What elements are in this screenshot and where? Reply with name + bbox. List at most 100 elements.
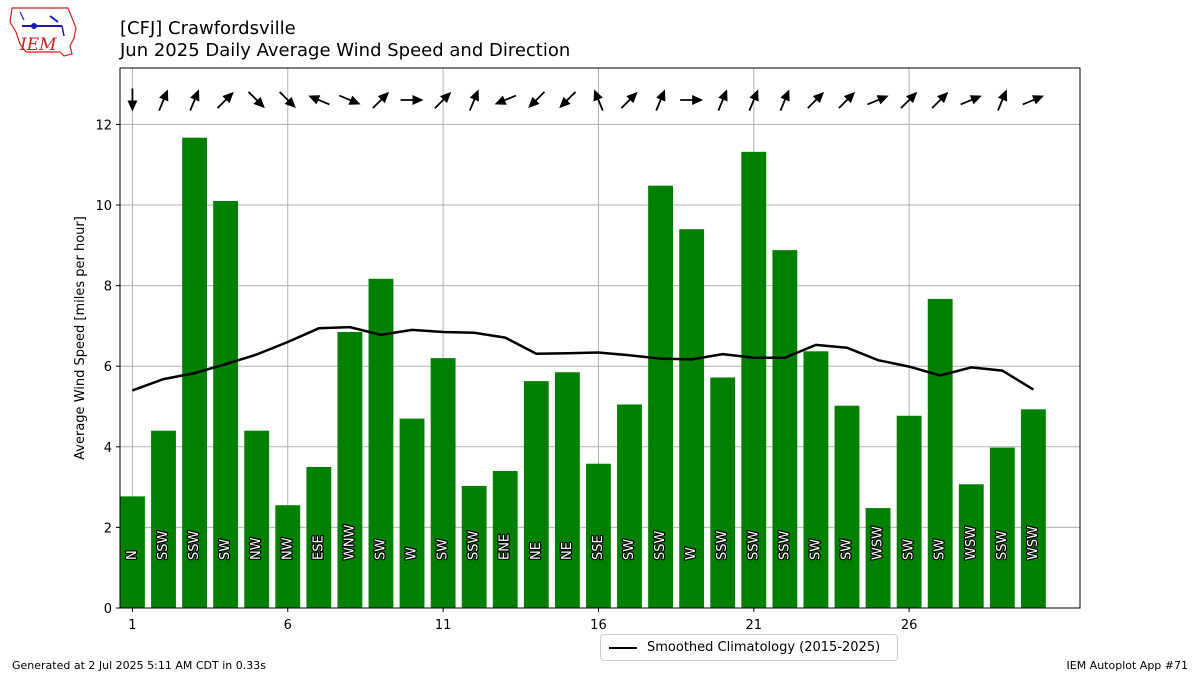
wind-arrow bbox=[807, 91, 825, 109]
direction-label: WSW bbox=[1026, 526, 1041, 560]
wind-arrow bbox=[717, 89, 728, 111]
direction-label: SW bbox=[808, 539, 823, 560]
wind-arrow-head bbox=[528, 96, 540, 109]
x-tick-label: 11 bbox=[435, 618, 452, 633]
wind-arrow bbox=[779, 89, 790, 111]
direction-label: SW bbox=[902, 539, 917, 560]
wind-arrow-head bbox=[127, 100, 138, 112]
bar bbox=[337, 331, 363, 608]
bar bbox=[679, 229, 705, 608]
y-tick-label: 6 bbox=[104, 360, 112, 375]
climatology-line-group bbox=[131, 325, 1035, 392]
wind-arrow-head bbox=[348, 95, 361, 105]
direction-label: SW bbox=[839, 539, 854, 560]
bar bbox=[710, 377, 736, 608]
y-tick-label: 10 bbox=[95, 199, 112, 214]
direction-label: ENE bbox=[498, 534, 513, 560]
chart-title: [CFJ] Crawfordsville bbox=[120, 18, 296, 39]
x-tick-label: 21 bbox=[746, 618, 763, 633]
wind-arrow-head bbox=[190, 89, 200, 102]
direction-label: WSW bbox=[871, 526, 886, 560]
wind-arrow bbox=[559, 91, 577, 109]
wind-arrow bbox=[278, 91, 296, 109]
bar bbox=[586, 463, 611, 608]
direction-label: NE bbox=[529, 542, 544, 560]
wind-arrow-head bbox=[593, 89, 603, 102]
logo-text: IEM bbox=[19, 35, 57, 55]
wind-arrow bbox=[620, 91, 638, 109]
bar bbox=[213, 200, 239, 608]
climatology-line bbox=[131, 325, 1035, 392]
wind-arrow bbox=[468, 89, 479, 111]
wind-arrow-head bbox=[377, 91, 390, 104]
direction-label: SSW bbox=[467, 530, 482, 560]
wind-arrow-head bbox=[937, 91, 949, 104]
y-tick-label: 4 bbox=[104, 441, 112, 456]
wind-arrow-head bbox=[308, 95, 321, 105]
wind-arrow bbox=[494, 94, 517, 105]
wind-arrow-head bbox=[997, 89, 1008, 102]
bar bbox=[1020, 409, 1046, 608]
wind-arrow bbox=[372, 91, 390, 109]
wind-arrow bbox=[1022, 95, 1045, 106]
wind-arrow-head bbox=[469, 89, 479, 102]
y-axis-label: Average Wind Speed [miles per hour] bbox=[73, 216, 88, 460]
bar bbox=[492, 470, 518, 608]
wind-arrow bbox=[655, 89, 666, 111]
bar bbox=[244, 430, 270, 608]
direction-label: NW bbox=[249, 537, 264, 560]
legend: Smoothed Climatology (2015-2025) bbox=[600, 634, 898, 661]
direction-label: SW bbox=[622, 539, 637, 560]
direction-label: ESE bbox=[311, 535, 326, 560]
direction-label: WNW bbox=[342, 524, 357, 560]
wind-arrow bbox=[247, 91, 265, 109]
direction-label: SW bbox=[373, 539, 388, 560]
wind-arrow bbox=[960, 95, 982, 106]
bar bbox=[617, 404, 642, 608]
wind-arrow-head bbox=[626, 91, 638, 104]
bar bbox=[523, 381, 549, 608]
wind-arrow bbox=[748, 89, 759, 111]
wind-arrow-head bbox=[412, 95, 424, 105]
wind-arrow bbox=[838, 91, 856, 109]
wind-arrow-head bbox=[439, 91, 452, 104]
wind-arrow bbox=[900, 91, 918, 109]
wind-arrow bbox=[127, 88, 138, 112]
wind-arrow bbox=[593, 89, 604, 111]
direction-label: SSW bbox=[187, 530, 202, 560]
y-tick-label: 0 bbox=[104, 602, 112, 617]
direction-label: SSW bbox=[156, 530, 171, 560]
bar bbox=[306, 466, 332, 608]
direction-label: SSW bbox=[777, 530, 792, 560]
wind-arrow bbox=[434, 91, 452, 109]
legend-label: Smoothed Climatology (2015-2025) bbox=[647, 640, 881, 655]
bar bbox=[120, 496, 145, 608]
bar bbox=[896, 415, 922, 608]
chart-subtitle: Jun 2025 Daily Average Wind Speed and Di… bbox=[120, 40, 571, 61]
wind-arrow-head bbox=[253, 96, 265, 109]
direction-label: SW bbox=[933, 539, 948, 560]
wind-arrow bbox=[931, 91, 949, 109]
wind-arrow-head bbox=[692, 95, 704, 105]
wind-arrow bbox=[997, 89, 1008, 111]
direction-label: SSW bbox=[715, 530, 730, 560]
bar bbox=[927, 298, 953, 608]
wind-arrow-head bbox=[494, 95, 507, 105]
plot-frame bbox=[119, 67, 1081, 609]
y-tick-label: 12 bbox=[95, 118, 112, 133]
x-tick-label: 6 bbox=[284, 618, 292, 633]
direction-label: SW bbox=[436, 539, 451, 560]
bar bbox=[803, 351, 829, 608]
wind-arrow-head bbox=[969, 95, 982, 105]
wind-arrow-head bbox=[718, 89, 728, 102]
wind-arrow bbox=[528, 91, 546, 109]
wind-arrow-head bbox=[876, 95, 889, 105]
wind-arrow bbox=[158, 89, 169, 111]
x-tick-label: 26 bbox=[901, 618, 918, 633]
wind-arrow bbox=[867, 95, 889, 106]
x-tick-label: 1 bbox=[128, 618, 136, 633]
wind-arrow-head bbox=[780, 89, 790, 102]
wind-arrow-head bbox=[1031, 95, 1045, 105]
